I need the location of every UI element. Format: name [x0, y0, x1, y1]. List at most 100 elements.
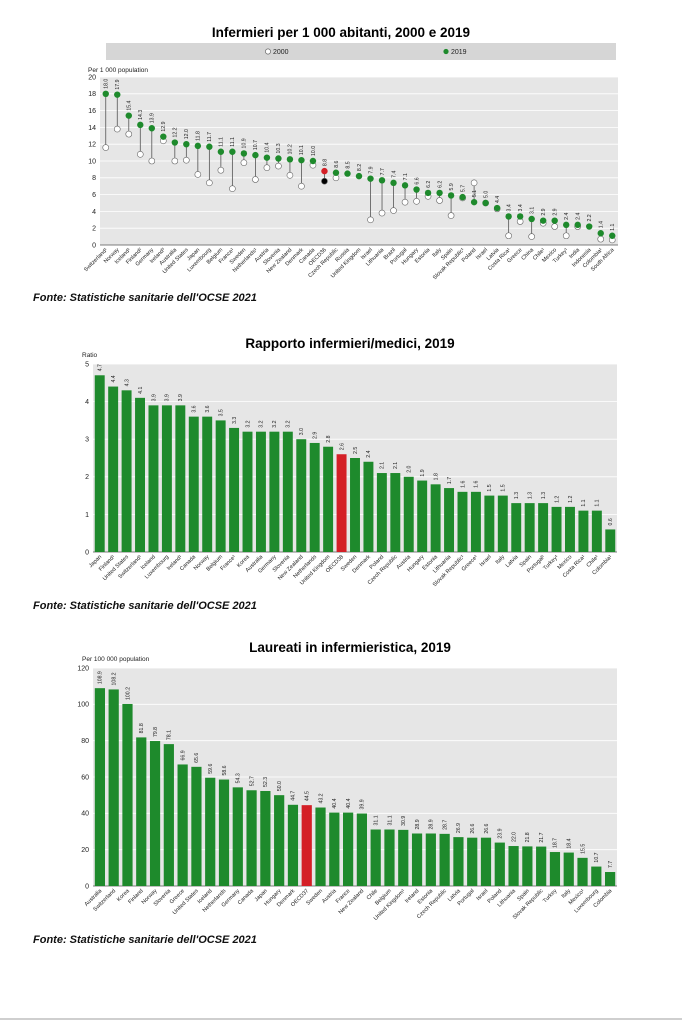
chart2-bar [457, 491, 468, 552]
chart2-y-tick: 1 [85, 512, 89, 519]
chart1-point-2000 [148, 157, 156, 165]
chart1-value-label: 10.9 [242, 138, 248, 148]
chart3-value-label: 52.3 [263, 777, 269, 787]
chart2-bar [121, 390, 132, 552]
nurse-doctor-ratio-chart: Rapporto infermieri/medici, 2019 Ratio 0… [82, 336, 617, 588]
chart1-point-2019 [102, 90, 109, 98]
chart3-value-label: 58.6 [222, 765, 228, 775]
chart2-bar [296, 439, 307, 552]
chart3-value-label: 44.7 [291, 791, 297, 801]
chart2-bar [336, 454, 347, 552]
chart3-bar [94, 688, 105, 886]
chart1-point-2000 [390, 207, 397, 214]
chart3-y-tick: 80 [81, 738, 89, 745]
chart3-value-label: 31.1 [387, 815, 393, 825]
chart3-value-label: 40.4 [332, 798, 338, 808]
chart1-point-2019 [148, 125, 155, 132]
chart2-bar [403, 476, 414, 552]
chart1-value-label: 6.2 [437, 181, 443, 188]
chart2-value-label: 3.3 [232, 417, 238, 424]
chart1-point-2019 [194, 142, 202, 150]
chart3-bar [536, 846, 547, 886]
chart3-bar [149, 741, 161, 886]
chart1-y-tick: 14 [88, 125, 96, 132]
chart1-value-label: 10.0 [311, 146, 317, 156]
chart1-value-label: 5.1 [472, 190, 478, 197]
chart1-legend-2019-marker [443, 48, 449, 55]
chart3-value-label: 40.4 [346, 798, 352, 808]
chart1-point-2019 [574, 221, 581, 229]
chart2-category-label: Turkey¹ [542, 554, 560, 572]
chart2-value-label: 1.3 [541, 492, 547, 499]
chart2-value-label: 1.5 [501, 484, 507, 491]
chart3-bar [522, 846, 533, 886]
chart2-value-label: 1.6 [460, 481, 466, 488]
chart2-value-label: 2.4 [366, 450, 372, 457]
chart2-value-label: 0.6 [608, 518, 614, 525]
chart1-point-2019 [563, 221, 570, 229]
chart1-category-label: Italy [431, 247, 443, 259]
chart1-point-2019 [516, 213, 524, 220]
chart1-point-2019 [344, 170, 351, 177]
chart1-point-2019 [539, 217, 547, 224]
chart2-value-label: 3.2 [245, 420, 251, 427]
chart1-value-label: 3.4 [518, 204, 524, 211]
chart2-bar [578, 510, 589, 552]
chart3-y-tick: 120 [77, 665, 89, 672]
chart3-value-label: 100.2 [125, 687, 131, 700]
chart3-value-label: 66.9 [180, 750, 186, 760]
chart1-point-2019 [125, 112, 132, 119]
chart1-y-tick: 10 [88, 158, 96, 165]
chart2-value-label: 3.9 [165, 394, 171, 401]
chart2-value-label: 1.8 [433, 473, 439, 480]
chart3-value-label: 22.0 [511, 832, 517, 842]
chart2-value-label: 1.1 [595, 499, 601, 506]
chart3-bar [177, 764, 188, 886]
chart2-value-label: 4.4 [111, 375, 117, 382]
chart1-value-label: 2.9 [552, 208, 558, 215]
chart3-bar [301, 805, 312, 886]
chart1-legend-2019-label: 2019 [451, 49, 467, 56]
chart2-value-label: 1.2 [554, 496, 560, 503]
chart1-title: Infermieri per 1 000 abitanti, 2000 e 20… [212, 25, 470, 40]
chart1-point-2000 [206, 179, 213, 187]
chart2-value-label: 1.5 [487, 484, 493, 491]
chart3-y-tick: 20 [81, 847, 89, 854]
chart1-value-label: 11.1 [219, 137, 225, 147]
chart1-value-label: 5.9 [449, 183, 455, 190]
chart1-point-2000 [597, 235, 605, 243]
chart1-point-2000 [194, 171, 202, 178]
chart1-value-label: 11.7 [207, 132, 213, 142]
chart1-point-2019 [436, 189, 443, 197]
chart2-bar [551, 506, 562, 552]
chart3-value-label: 43.2 [318, 793, 324, 803]
chart2-value-label: 2.9 [312, 432, 318, 439]
chart3-value-label: 28.9 [415, 819, 421, 829]
chart1-point-2019 [505, 213, 512, 220]
chart2-value-label: 3.9 [151, 394, 157, 401]
chart1-point-2000 [240, 159, 248, 166]
chart3-bar [411, 833, 423, 886]
chart2-value-label: 1.6 [474, 481, 480, 488]
chart1-point-2000 [401, 198, 409, 206]
chart2-value-label: 2.1 [393, 462, 399, 469]
chart3-bar [136, 737, 147, 886]
chart1-point-2000 [447, 212, 455, 219]
chart1-point-2019 [447, 192, 455, 199]
chart1-value-label: 3.1 [529, 207, 535, 214]
chart2-value-label: 3.9 [178, 394, 184, 401]
chart1-value-label: 5.7 [460, 185, 466, 192]
chart1-point-2000 [286, 171, 294, 179]
chart3-bar [605, 872, 616, 886]
chart2-value-label: 3.6 [205, 405, 211, 412]
chart1-point-2000 [321, 177, 328, 185]
chart1-value-label: 6.2 [426, 181, 432, 188]
chart1-value-label: 7.4 [391, 171, 397, 178]
chart1-point-2000 [562, 232, 570, 240]
chart2-bar [94, 375, 105, 552]
chart3-value-label: 21.8 [525, 832, 531, 842]
chart2-category-label: Israel [479, 554, 493, 568]
chart2-value-label: 4.7 [98, 364, 104, 371]
chart2-title: Rapporto infermieri/medici, 2019 [245, 336, 454, 351]
chart2-y-tick: 0 [85, 549, 89, 556]
